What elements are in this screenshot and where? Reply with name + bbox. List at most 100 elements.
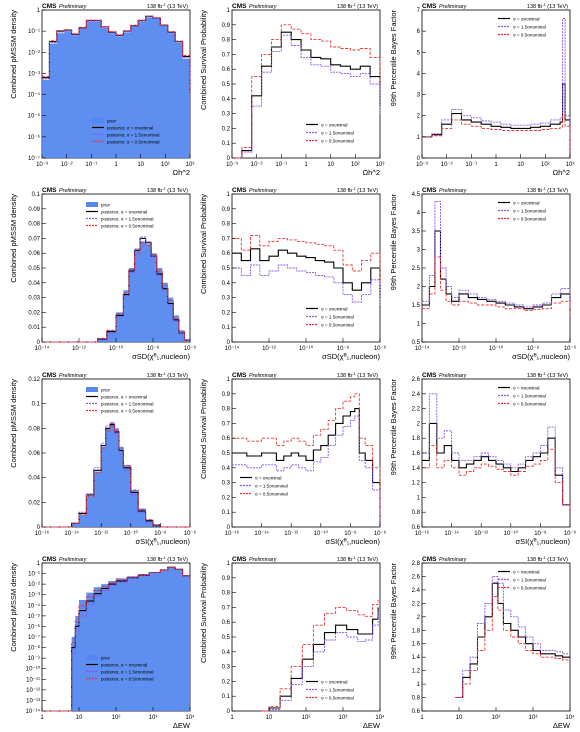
y-tick-label: 0.9	[222, 207, 231, 213]
y-tick-label: 1	[37, 561, 41, 567]
plot-frame	[231, 193, 381, 343]
x-tick-label: 10⁻¹²	[72, 346, 86, 352]
legend-swatch-prior	[86, 387, 98, 392]
series-down-line	[422, 445, 571, 513]
legend: σ = σnominal σ = 1.5σnominal σ = 0.5σnomin…	[498, 570, 546, 591]
plot-frame	[231, 9, 381, 159]
y-axis-label: 99th Percentile Bayes Factor	[389, 10, 398, 107]
legend-label-down: posterior, σ = 0.5σnominal	[101, 409, 153, 414]
y-tick-label: 0.08	[28, 426, 40, 432]
y-tick-label: 0.4	[222, 466, 231, 472]
x-tick-label: 10⁻⁶	[184, 345, 197, 352]
x-tick-label: 10⁻¹⁴	[35, 345, 50, 352]
legend-label-nominal: σ = σnominal	[321, 123, 347, 128]
legend: prior posterior, σ = σnominal posterior, σ…	[86, 202, 153, 229]
series-down-line	[42, 425, 190, 528]
x-tick-label: 10⁻⁸	[147, 345, 160, 352]
legend-label-nominal: σ = σnominal	[255, 476, 281, 481]
y-tick-label: 0.6	[222, 620, 231, 626]
legend: prior posterior, σ = σnominal posterior, σ…	[86, 655, 153, 682]
cms-label: CMS	[422, 556, 437, 563]
series-down-line	[42, 15, 191, 92]
panel-f: 10⁻¹⁴ 10⁻¹² 10⁻¹⁰ 10⁻⁸ 10⁻⁶ 0.5 1 1.5 2 2.5 3 3.5 4 4…	[389, 186, 577, 361]
legend-label-up: σ = 1.5σnominal	[321, 688, 354, 693]
series-nominal-line	[232, 248, 381, 298]
y-tick-label: 0.06	[28, 251, 40, 257]
x-tick-label: 1	[40, 715, 44, 721]
x-tick-label: 10	[76, 715, 83, 721]
lumi-label: 138 fb-1 (13 TeV)	[527, 186, 568, 194]
y-tick-label: 0.09	[28, 207, 40, 213]
x-axis-label: σSD(χ̃⁰₁,nucleon)	[322, 352, 380, 361]
y-tick-label: 0.8	[412, 696, 421, 702]
legend: σ = σnominal σ = 1.5σnominal σ = 0.5σnomin…	[498, 201, 546, 222]
cms-label: CMS	[42, 187, 57, 194]
legend-label-down: posterior, σ = 0.5σnominal	[107, 140, 159, 145]
legend-label-up: σ = 1.5σnominal	[513, 394, 546, 399]
legend-label-down: σ = 0.5σnominal	[321, 696, 354, 701]
series-prior-fill	[42, 422, 190, 527]
y-tick-label: 2.8	[412, 561, 421, 567]
y-tick-label: 0.1	[222, 325, 231, 331]
y-tick-label: 0.7	[222, 421, 231, 427]
x-tick-label: 10⁻¹⁴	[444, 530, 459, 537]
preliminary-label: Preliminary	[59, 373, 88, 379]
x-tick-label: 10⁴	[375, 714, 385, 721]
y-tick-label: 0.8	[222, 591, 231, 597]
y-tick-label: 7	[417, 8, 421, 14]
panel-header: CMS Preliminary 138 fb-1 (13 TeV)	[42, 555, 188, 563]
y-tick-label: 10⁻⁵	[28, 613, 41, 620]
x-tick-label: 10⁻³	[226, 162, 238, 168]
panel-header: CMS Preliminary 138 fb-1 (13 TeV)	[232, 186, 378, 194]
y-axis-label: 99th Percentile Bayes Factor	[389, 194, 398, 291]
x-tick-label: 10⁻¹²	[94, 531, 108, 537]
x-tick-label: 10³	[529, 715, 538, 721]
y-tick-label: 10⁻¹²	[26, 688, 40, 694]
x-tick-label: 1	[114, 162, 118, 168]
y-axis-label: 99th Percentile Bayes Factor	[389, 563, 398, 660]
y-tick-label: 2.4	[412, 588, 421, 594]
series-up-line	[42, 422, 190, 528]
y-tick-label: 10⁻²	[28, 582, 40, 588]
x-tick-label: 10⁻²	[61, 162, 73, 168]
preliminary-label: Preliminary	[59, 557, 88, 563]
legend-label-prior: prior	[107, 119, 117, 124]
y-tick-label: 0.9	[222, 23, 231, 29]
y-tick-label: 0.6	[412, 525, 421, 531]
cms-label: CMS	[232, 3, 247, 10]
preliminary-label: Preliminary	[59, 188, 88, 194]
panel-k: 1 10 10² 10³ 10⁴ 0 0.1 0.2 0.3 0.4 0.5 0.6 0.7 0.8 0.9…	[199, 555, 385, 730]
x-tick-label: 10⁻¹⁶	[415, 530, 430, 537]
y-tick-label: 2	[417, 421, 421, 427]
y-tick-label: 10⁻⁸	[28, 645, 41, 652]
x-tick-label: 10⁻¹⁰	[314, 530, 329, 537]
x-tick-label: 10⁻⁸	[527, 345, 540, 352]
legend-swatch-prior	[92, 118, 104, 123]
lumi-label: 138 fb-1 (13 TeV)	[337, 555, 378, 563]
series-down-line	[422, 115, 571, 152]
x-tick-label: 10⁻¹	[465, 162, 477, 168]
legend-label-prior: prior	[101, 656, 111, 661]
y-tick-label: 0.1	[222, 510, 231, 516]
y-tick-label: 10⁻¹¹	[26, 677, 40, 683]
y-tick-label: 0.1	[222, 141, 231, 147]
y-tick-label: 10⁻⁷	[28, 155, 40, 162]
x-tick-label: 10⁻³	[36, 162, 48, 168]
panel-h: 10⁻¹⁶ 10⁻¹⁴ 10⁻¹² 10⁻¹⁰ 10⁻⁸ 10⁻⁶ 0 0.1 0.2 0.3 0.…	[199, 371, 387, 546]
y-tick-label: 0.7	[222, 605, 231, 611]
preliminary-label: Preliminary	[249, 188, 278, 194]
x-tick-label: 10⁻¹⁰	[299, 345, 314, 352]
x-axis-label: σSD(χ̃⁰₁,nucleon)	[132, 352, 190, 361]
x-tick-label: 10	[456, 715, 463, 721]
x-tick-label: 10²	[302, 715, 311, 721]
y-tick-label: 0.6	[222, 436, 231, 442]
panel-d: 10⁻¹⁴ 10⁻¹² 10⁻¹⁰ 10⁻⁸ 10⁻⁶ 0 0.01 0.02 0.03 0.04…	[9, 186, 197, 361]
panel-header: CMS Preliminary 138 fb-1 (13 TeV)	[422, 555, 568, 563]
x-tick-label: 10⁻⁸	[154, 530, 167, 537]
legend: prior posterior, σ = σnominal posterior, σ…	[92, 118, 159, 145]
y-axis-label: 99th Percentile Bayes Factor	[389, 379, 398, 476]
y-tick-label: 0.01	[28, 325, 40, 331]
x-axis-label: σSI(χ̃⁰₁,nucleon)	[135, 537, 190, 546]
lumi-label: 138 fb-1 (13 TeV)	[147, 555, 188, 563]
